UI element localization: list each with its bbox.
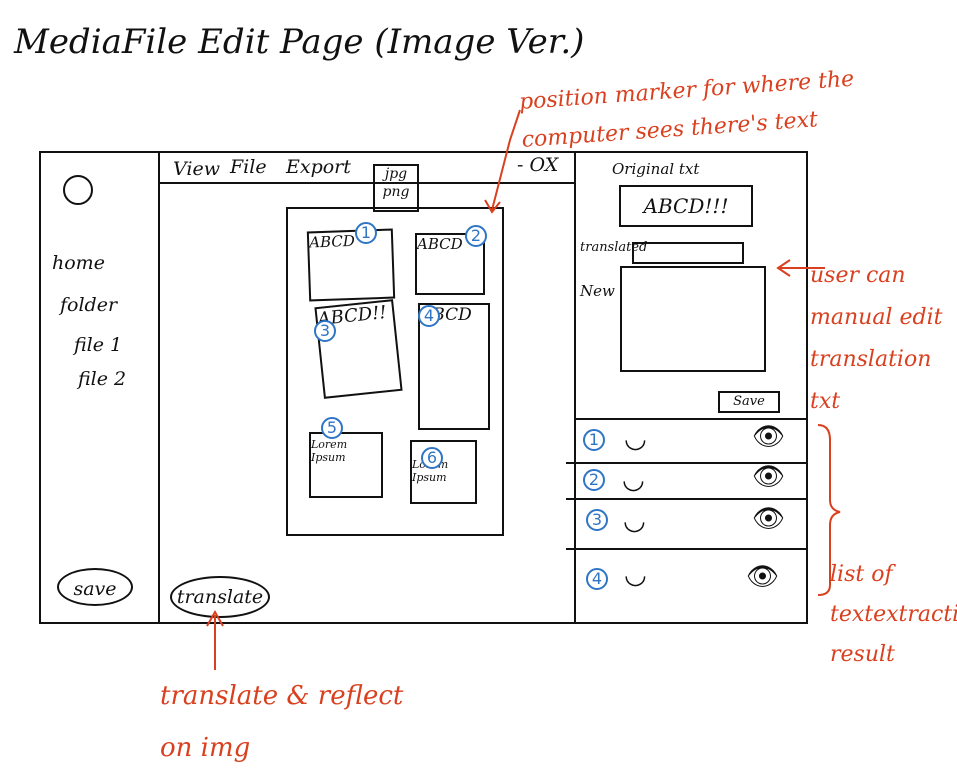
list-item[interactable]: 4 ◡ 👁 bbox=[566, 548, 808, 608]
list-item[interactable]: 3 ◡ 👁 bbox=[566, 498, 808, 550]
translated-label: translated bbox=[580, 240, 648, 255]
position-marker-1[interactable]: 1 bbox=[355, 222, 377, 244]
sidebar-item-file-2[interactable]: file 2 bbox=[78, 368, 127, 390]
result-list-annotation: list of textextraction result bbox=[830, 562, 957, 667]
position-marker-4[interactable]: 4 bbox=[418, 305, 440, 327]
list-item[interactable]: 1 ◡ 👁 bbox=[566, 418, 808, 464]
original-text-label: Original txt bbox=[612, 160, 700, 178]
menu-bar: View File Export - OX bbox=[160, 152, 576, 184]
text-box-2-label: ABCD bbox=[417, 235, 463, 253]
position-marker-6[interactable]: 6 bbox=[421, 447, 443, 469]
text-box-2[interactable]: ABCD bbox=[415, 233, 485, 295]
arrow-to-marker-head bbox=[484, 199, 501, 214]
result-list bbox=[574, 418, 808, 626]
arrow-to-translate-head bbox=[206, 609, 224, 627]
arrow-to-marker bbox=[491, 109, 521, 211]
sidebar-item-home[interactable]: home bbox=[52, 252, 105, 274]
text-box-5-label: Lorem Ipsum bbox=[311, 438, 348, 464]
result-number: 3 bbox=[586, 509, 608, 531]
position-marker-3[interactable]: 3 bbox=[314, 320, 336, 342]
eye-icon[interactable]: 👁 bbox=[746, 562, 780, 592]
menu-file[interactable]: File bbox=[230, 156, 267, 178]
edit-panel bbox=[574, 151, 810, 624]
list-brace bbox=[817, 424, 841, 596]
export-option-png[interactable]: png bbox=[375, 182, 417, 200]
translate-annotation: translate & reflect on img bbox=[160, 681, 404, 763]
text-icon: ◡ bbox=[622, 465, 645, 495]
sidebar-item-folder[interactable]: folder bbox=[60, 294, 118, 316]
arrow-to-edit-head bbox=[776, 259, 791, 277]
result-number: 4 bbox=[586, 568, 608, 590]
result-number: 1 bbox=[583, 429, 605, 451]
eye-icon[interactable]: 👁 bbox=[752, 462, 786, 492]
translate-button[interactable]: translate bbox=[170, 576, 270, 618]
position-marker-2[interactable]: 2 bbox=[465, 225, 487, 247]
text-icon: ◡ bbox=[624, 424, 647, 454]
new-translation-label: New bbox=[580, 282, 615, 300]
text-icon: ◡ bbox=[623, 506, 646, 536]
list-item[interactable]: 2 ◡ 👁 bbox=[566, 462, 808, 500]
page-title: MediaFile Edit Page (Image Ver.) bbox=[14, 22, 585, 62]
export-option-jpg[interactable]: jpg bbox=[384, 166, 408, 182]
user-avatar-icon[interactable] bbox=[63, 175, 93, 205]
window-controls[interactable]: - OX bbox=[517, 154, 559, 176]
sidebar-save-button[interactable]: save bbox=[57, 568, 133, 606]
sidebar-item-file-1[interactable]: file 1 bbox=[74, 334, 123, 356]
text-icon: ◡ bbox=[624, 560, 647, 590]
result-number: 2 bbox=[583, 469, 605, 491]
position-marker-5[interactable]: 5 bbox=[321, 417, 343, 439]
eye-icon[interactable]: 👁 bbox=[752, 422, 786, 452]
edit-save-button[interactable]: Save bbox=[718, 391, 780, 413]
original-text-value: ABCD!!! bbox=[619, 185, 753, 227]
menu-export[interactable]: Export bbox=[286, 156, 351, 178]
translated-text-field bbox=[632, 242, 744, 264]
manual-edit-annotation: user can manual edit translation txt bbox=[810, 263, 943, 414]
new-translation-input[interactable] bbox=[620, 266, 766, 372]
export-dropdown[interactable]: jpg png bbox=[373, 164, 419, 212]
menu-view[interactable]: View bbox=[173, 158, 220, 180]
sidebar bbox=[39, 151, 160, 624]
eye-icon[interactable]: 👁 bbox=[752, 504, 786, 534]
image-canvas bbox=[286, 207, 504, 536]
text-box-5[interactable]: Lorem Ipsum bbox=[309, 432, 383, 498]
